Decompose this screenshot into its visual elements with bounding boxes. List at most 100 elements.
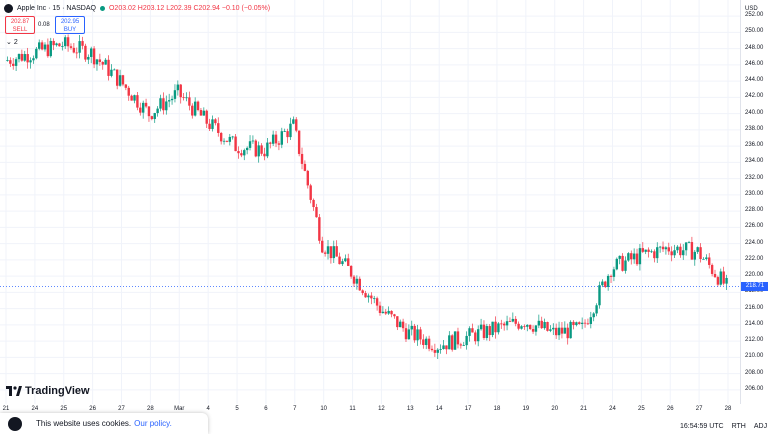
candle-body: [373, 298, 376, 300]
candle-body: [710, 264, 714, 274]
time-tick-label: 17: [464, 406, 472, 412]
candle-body: [89, 48, 93, 57]
candle-body: [722, 271, 725, 284]
candle-body: [225, 140, 229, 142]
candle-body: [491, 321, 494, 336]
adjustment-toggle[interactable]: ADJ: [753, 422, 768, 430]
candle-body: [29, 60, 32, 63]
candle-body: [72, 47, 76, 53]
candle-body: [107, 59, 110, 76]
candle-body: [572, 321, 575, 326]
candle-body: [653, 251, 656, 259]
price-axis[interactable]: USD 252.00 250.00 248.00 246.00 244.00 242.00…: [740, 0, 768, 404]
time-tick-label: 12: [378, 406, 385, 412]
candle-body: [141, 102, 145, 113]
candle-body: [352, 276, 356, 284]
price-tick-label: 224.00: [745, 239, 764, 246]
candle-body: [543, 322, 546, 329]
candle-body: [344, 258, 347, 262]
candle-body: [165, 101, 168, 111]
price-tick-label: 226.00: [745, 223, 764, 230]
candle-body: [604, 281, 607, 287]
time-tick-label: 27: [118, 406, 125, 412]
candle-body: [43, 44, 47, 50]
candle-body: [505, 321, 509, 326]
price-tick-label: 212.00: [745, 337, 764, 344]
candle-body: [9, 60, 12, 64]
candle-body: [121, 75, 125, 85]
candle-body: [167, 100, 171, 102]
candle-body: [416, 329, 419, 341]
candle-body: [205, 110, 208, 124]
chart-area[interactable]: Apple Inc · 15 · NASDAQ O203.02 H203.12 …: [0, 0, 740, 404]
candle-body: [578, 322, 581, 324]
candle-body: [615, 258, 619, 270]
candle-body: [462, 345, 465, 346]
candle-body: [563, 327, 567, 334]
candle-body: [14, 59, 18, 66]
time-tick-label: 20: [551, 406, 559, 412]
candle-body: [497, 323, 500, 333]
price-tick-label: 240.00: [745, 109, 764, 116]
candle-body: [635, 253, 639, 265]
symbol-title[interactable]: Apple Inc · 15 · NASDAQ: [17, 5, 96, 12]
candle-body: [283, 131, 286, 132]
candle-body: [514, 318, 517, 324]
candle-body: [58, 43, 61, 47]
candle-body: [459, 344, 463, 346]
candle-body: [49, 40, 52, 57]
candle-body: [355, 278, 359, 284]
time-tick-label: 18: [493, 406, 501, 412]
candle-body: [52, 40, 55, 46]
buy-label: BUY: [63, 27, 77, 33]
time-tick-label: 26: [666, 406, 674, 412]
candle-body: [228, 136, 232, 142]
cookie-policy-link[interactable]: Our policy.: [134, 419, 172, 428]
candle-body: [211, 119, 214, 129]
price-tick-label: 236.00: [745, 142, 764, 149]
time-tick-label: 5: [235, 406, 239, 412]
candle-body: [309, 185, 312, 200]
candle-body: [664, 247, 668, 250]
price-tick-label: 234.00: [745, 158, 764, 165]
price-tick-label: 210.00: [745, 353, 764, 360]
candle-body: [286, 131, 289, 138]
candle-body: [523, 326, 526, 328]
candle-body: [554, 327, 558, 336]
candle-body: [725, 277, 728, 284]
candle-body: [621, 255, 624, 271]
candle-body: [326, 246, 330, 254]
candle-body: [240, 153, 243, 156]
candle-body: [540, 320, 543, 329]
candle-body: [214, 119, 217, 124]
candle-body: [393, 314, 396, 317]
candle-body: [40, 42, 44, 50]
candle-body: [450, 335, 454, 350]
time-tick-label: 27: [695, 406, 703, 412]
candle-body: [679, 246, 682, 256]
candle-body: [502, 323, 506, 326]
candle-body: [641, 248, 645, 252]
candle-body: [297, 130, 301, 154]
tradingview-logo[interactable]: TradingView: [6, 385, 90, 397]
candle-body: [609, 275, 613, 277]
candle-body: [271, 134, 275, 144]
candle-body: [632, 253, 636, 260]
candle-body: [251, 140, 255, 142]
candle-body: [586, 323, 590, 325]
candle-body: [335, 246, 338, 257]
buy-button[interactable]: 202.95 BUY: [55, 16, 85, 34]
candle-body: [381, 311, 385, 313]
candle-body: [471, 328, 474, 333]
sell-button[interactable]: 202.87 SELL: [5, 16, 35, 34]
session-toggle[interactable]: RTH: [731, 422, 746, 430]
candle-body: [618, 255, 621, 259]
indicators-toggle[interactable]: ⌄ 2: [6, 38, 18, 46]
candle-body: [612, 269, 616, 277]
candle-body: [670, 251, 673, 256]
buy-price: 202.95: [60, 19, 80, 25]
time-axis[interactable]: 21 24 25 26 27 28 Mar 4 5 6 7 10 11 12 13 14 17 18 19 20 21 2…: [0, 404, 740, 418]
candle-body: [274, 134, 278, 144]
candle-body: [303, 163, 307, 171]
price-chart[interactable]: [0, 0, 740, 404]
